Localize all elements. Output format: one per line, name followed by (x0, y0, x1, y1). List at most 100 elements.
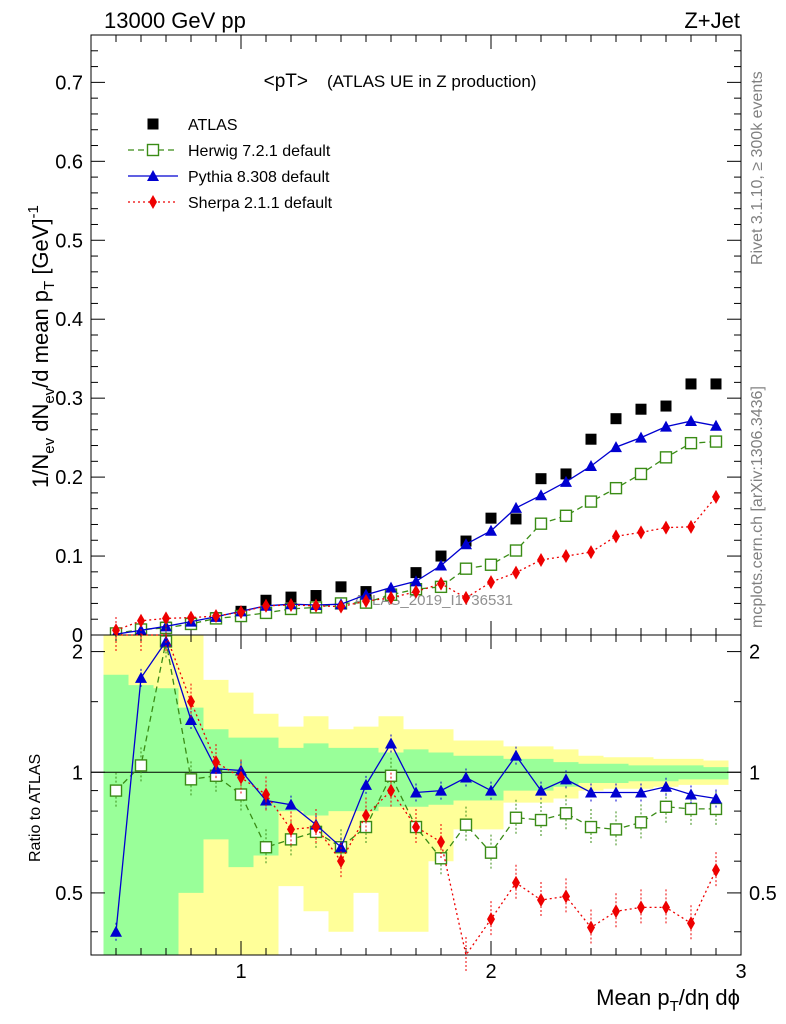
data-point-sherpa (587, 545, 595, 560)
legend-item-sherpa: Sherpa 2.1.1 default (128, 195, 333, 212)
data-point-atlas (585, 433, 597, 445)
y-tick-label: 0 (72, 625, 83, 647)
data-point-sherpa (662, 520, 670, 535)
data-point-sherpa (312, 598, 320, 613)
ratio-point-sherpa (337, 854, 345, 869)
ratio-point-herwig (534, 813, 548, 827)
ratio-point-pythia (410, 786, 422, 798)
ratio-point-sherpa (237, 770, 245, 785)
data-point-sherpa (637, 525, 645, 540)
ratio-point-pythia (535, 784, 547, 796)
ratio-point-sherpa (187, 694, 195, 709)
data-point-atlas (285, 591, 297, 603)
legend: ATLAS Herwig 7.2.1 default Pythia 8.308 de… (128, 117, 333, 212)
data-point-pythia (460, 538, 472, 550)
ratio-point-sherpa (287, 822, 295, 837)
ratio-point-herwig (109, 784, 123, 797)
data-point-pythia (560, 475, 572, 487)
analysis-watermark: ATLAS_2019_I1736531 (354, 592, 513, 609)
ratio-point-pythia (235, 764, 247, 776)
ratio-tick-label-right: 0.5 (749, 883, 777, 905)
data-point-pythia (685, 415, 697, 427)
data-point-herwig (559, 509, 573, 522)
ratio-point-sherpa (612, 904, 620, 919)
ratio-point-pythia (635, 786, 647, 798)
data-point-atlas (535, 473, 547, 485)
ratio-point-sherpa (212, 755, 220, 770)
data-point-pythia (385, 581, 397, 593)
ratio-point-pythia (710, 792, 722, 804)
data-point-pythia (710, 419, 722, 431)
legend-label-sherpa: Sherpa 2.1.1 default (188, 195, 333, 212)
data-point-herwig (634, 467, 648, 481)
ratio-point-pythia (185, 714, 197, 726)
data-point-atlas (560, 468, 572, 480)
data-point-herwig (534, 517, 548, 530)
ratio-point-sherpa (362, 808, 370, 823)
data-point-sherpa (412, 584, 420, 599)
ratio-point-pythia (160, 635, 172, 647)
data-point-pythia (510, 501, 522, 513)
legend-marker-herwig (146, 143, 160, 157)
ratio-point-sherpa (512, 875, 520, 890)
header-right: Z+Jet (684, 8, 740, 33)
data-point-herwig (609, 481, 623, 495)
ratio-point-herwig (234, 788, 248, 801)
data-point-atlas (410, 567, 422, 579)
ratio-point-herwig (659, 800, 673, 813)
ratio-tick-label: 1 (72, 762, 83, 784)
data-point-atlas (435, 550, 447, 562)
ratio-point-pythia (560, 773, 572, 785)
ratio-point-pythia (385, 737, 397, 749)
data-point-pythia (535, 489, 547, 501)
ratio-point-pythia (610, 786, 622, 798)
legend-marker-atlas (147, 118, 159, 130)
ratio-point-sherpa (312, 820, 320, 835)
ratio-point-herwig (484, 846, 498, 859)
data-point-atlas (335, 581, 347, 593)
data-point-sherpa (712, 489, 720, 504)
ratio-point-pythia (335, 841, 347, 853)
ratio-point-pythia (460, 771, 472, 783)
chart-subtitle: (ATLAS UE in Z production) (327, 72, 536, 91)
header-left: 13000 GeV pp (104, 8, 246, 33)
data-point-pythia (585, 460, 597, 472)
ratio-point-sherpa (487, 912, 495, 927)
y-axis-label: 1/Nev dNev/d mean pT [GeV]-1 (25, 205, 58, 488)
data-point-atlas (510, 513, 522, 525)
ratio-point-sherpa (437, 834, 445, 849)
data-point-atlas (660, 400, 672, 412)
y-tick-label: 0.3 (55, 388, 83, 410)
data-point-pythia (410, 575, 422, 587)
data-point-pythia (485, 524, 497, 536)
ratio-point-sherpa (262, 787, 270, 802)
ratio-point-pythia (285, 798, 297, 810)
ratio-point-herwig (434, 852, 448, 865)
data-point-sherpa (362, 594, 370, 609)
y-tick-label: 0.6 (55, 151, 83, 173)
data-point-sherpa (512, 565, 520, 580)
ratio-point-herwig (559, 807, 573, 820)
ratio-tick-label: 0.5 (55, 883, 83, 905)
y-tick-label: 0.4 (55, 309, 83, 331)
data-point-atlas (310, 590, 322, 602)
data-point-herwig (509, 544, 523, 557)
ratio-point-pythia (660, 780, 672, 792)
data-point-sherpa (337, 599, 345, 614)
data-point-sherpa (687, 519, 695, 534)
ratio-tick-label-right: 1 (749, 762, 760, 784)
ratio-point-pythia (435, 784, 447, 796)
data-point-herwig (684, 436, 698, 450)
ratio-point-pythia (360, 778, 372, 790)
ratio-axis-label: Ratio to ATLAS (27, 754, 44, 862)
data-point-herwig (459, 562, 473, 575)
ratio-point-herwig (184, 773, 198, 786)
data-point-pythia (610, 441, 622, 453)
main-panel: 0 0.1 0.2 0.3 0.4 0.5 0.6 0.7 ATLAS_2019_I173653… (55, 34, 742, 647)
ratio-point-pythia (585, 786, 597, 798)
ratio-point-herwig (609, 823, 623, 836)
ratio-point-pythia (110, 925, 122, 937)
ratio-point-herwig (134, 759, 148, 772)
legend-label-atlas: ATLAS (188, 117, 238, 134)
ratio-point-sherpa (637, 900, 645, 915)
